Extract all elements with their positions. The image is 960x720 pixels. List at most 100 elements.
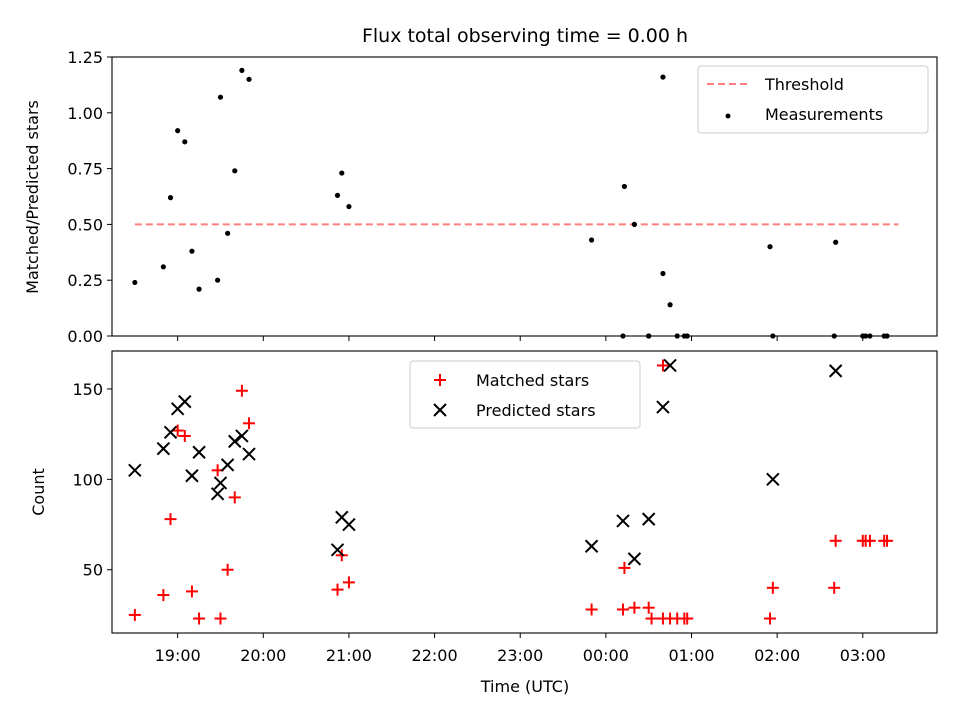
- matched-star-point: [616, 603, 629, 616]
- predicted-star-point: [342, 517, 356, 532]
- bottom-series-layer: [128, 358, 894, 625]
- bottom-plot-frame: [111, 350, 938, 634]
- top-plot-frame: [111, 56, 938, 337]
- predicted-star-point: [766, 472, 780, 487]
- bottom-y-tick-label: 150: [72, 380, 103, 399]
- x-tick-label: 03:00: [840, 646, 886, 665]
- matched-star-point: [178, 429, 191, 442]
- measurement-point: [232, 168, 238, 174]
- predicted-star-point: [185, 469, 199, 483]
- measurement-point: [339, 170, 345, 176]
- bottom-legend-box: [409, 360, 641, 429]
- measurement-point: [215, 277, 221, 283]
- top-y-tick-label: 1.25: [67, 48, 103, 67]
- matched-star-point: [585, 603, 598, 616]
- bottom-y-tick-label: 100: [72, 470, 103, 489]
- measurement-point: [196, 286, 202, 292]
- top-series-layer: [132, 67, 899, 339]
- legend-matched-swatch: [434, 374, 446, 386]
- matched-star-point: [642, 601, 655, 614]
- bottom-legend: Matched stars Predicted stars: [409, 360, 641, 429]
- measurement-point: [621, 183, 628, 190]
- x-tick-label: 01:00: [668, 646, 714, 665]
- measurement-point: [767, 244, 773, 250]
- predicted-star-point: [228, 434, 242, 449]
- predicted-star-point: [156, 441, 171, 456]
- predicted-star-point: [210, 487, 225, 501]
- matched-star-point: [645, 612, 658, 625]
- matched-star-point: [829, 534, 842, 547]
- predicted-star-point: [330, 543, 345, 557]
- measurement-point: [182, 139, 188, 145]
- top-y-axis-label: Matched/Predicted stars: [23, 100, 42, 294]
- measurement-point: [160, 264, 166, 270]
- top-y-tick-label: 0.25: [67, 271, 103, 290]
- legend-predicted-swatch: [433, 403, 447, 417]
- predicted-star-point: [641, 512, 656, 526]
- legend-predicted-label: Predicted stars: [476, 401, 596, 420]
- predicted-star-point: [584, 539, 599, 553]
- x-tick-label: 21:00: [326, 646, 372, 665]
- matched-star-point: [766, 581, 779, 594]
- measurement-point: [189, 248, 195, 254]
- matched-star-point: [863, 534, 876, 547]
- top-panel: 0.00 0.25 0.50 0.75 1.00 1.25 Matched/Predict…: [23, 48, 938, 346]
- predicted-star-point: [178, 394, 192, 409]
- measurement-point: [833, 239, 839, 245]
- legend-threshold-label: Threshold: [764, 75, 844, 94]
- predicted-star-point: [828, 364, 843, 378]
- predicted-star-point: [235, 429, 249, 443]
- measurement-point: [346, 203, 352, 210]
- legend-measurements-swatch: [725, 113, 731, 119]
- x-tick-label: 00:00: [583, 646, 629, 665]
- matched-star-point: [185, 585, 198, 598]
- predicted-star-point: [627, 552, 642, 566]
- x-tick-label: 22:00: [412, 646, 458, 665]
- x-tick-label: 23:00: [497, 646, 543, 665]
- top-y-tick-label: 0.75: [67, 160, 103, 179]
- matched-star-point: [157, 589, 170, 602]
- matched-star-point: [193, 612, 206, 625]
- measurement-point: [588, 237, 595, 243]
- matched-star-point: [235, 384, 248, 397]
- x-tick-label: 20:00: [240, 646, 286, 665]
- matched-star-point: [164, 513, 177, 526]
- predicted-star-point: [192, 445, 206, 459]
- top-legend: Threshold Measurements: [697, 65, 929, 134]
- bottom-y-axis-label: Count: [29, 468, 48, 516]
- predicted-star-point: [663, 358, 677, 373]
- x-axis-label: Time (UTC): [480, 677, 569, 696]
- bottom-panel: 50 100 150 19:00 20:00 21:00 22:00 23:00 00:00 0…: [29, 350, 938, 696]
- matched-star-point: [764, 612, 777, 625]
- predicted-star-point: [213, 476, 228, 490]
- matched-star-point: [128, 608, 141, 621]
- top-y-ticks: 0.00 0.25 0.50 0.75 1.00 1.25: [67, 48, 112, 346]
- top-x-ticks: [177, 336, 864, 341]
- top-legend-box: [697, 65, 929, 134]
- x-tick-label: 02:00: [754, 646, 800, 665]
- matched-star-point: [628, 601, 641, 614]
- matched-star-point: [828, 581, 841, 594]
- matched-star-point: [656, 359, 669, 372]
- measurement-point: [175, 128, 181, 134]
- matched-star-point: [342, 576, 355, 589]
- matched-star-point: [331, 583, 344, 596]
- matched-star-point: [618, 561, 631, 574]
- predicted-star-point: [163, 425, 178, 440]
- measurement-point: [334, 192, 341, 198]
- measurement-point: [217, 94, 224, 100]
- measurement-point: [225, 230, 231, 236]
- x-tick-label: 19:00: [155, 646, 201, 665]
- predicted-star-point: [616, 514, 630, 528]
- matched-star-point: [681, 612, 694, 625]
- top-y-tick-label: 1.00: [67, 104, 103, 123]
- measurement-point: [167, 195, 174, 201]
- legend-matched-label: Matched stars: [476, 371, 589, 390]
- top-y-tick-label: 0.00: [67, 327, 103, 346]
- measurement-point: [667, 302, 673, 308]
- matched-star-point: [221, 563, 234, 576]
- measurement-point: [660, 270, 666, 277]
- chart-title: Flux total observing time = 0.00 h: [362, 25, 688, 47]
- measurement-point: [132, 279, 138, 286]
